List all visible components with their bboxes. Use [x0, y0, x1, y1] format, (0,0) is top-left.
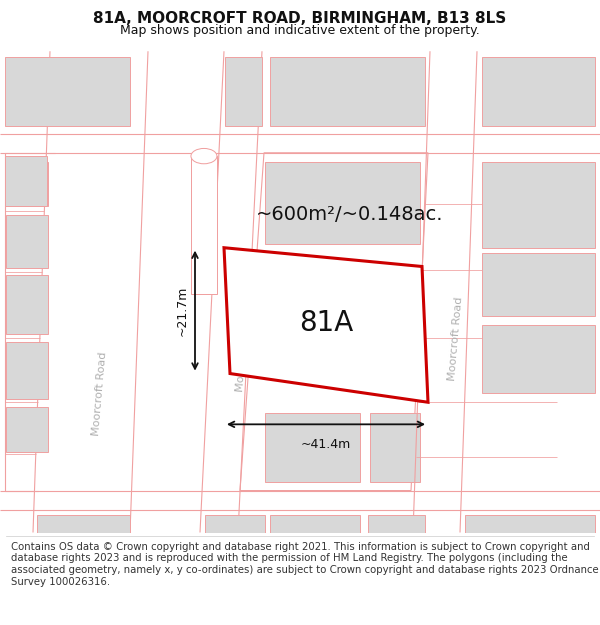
Polygon shape — [6, 276, 48, 334]
Text: ~41.4m: ~41.4m — [301, 438, 351, 451]
Polygon shape — [265, 162, 420, 244]
Polygon shape — [370, 413, 420, 482]
Text: Map shows position and indicative extent of the property.: Map shows position and indicative extent… — [120, 24, 480, 37]
Ellipse shape — [191, 149, 217, 164]
Polygon shape — [5, 57, 130, 126]
Text: Moorcroft Road: Moorcroft Road — [91, 351, 109, 436]
Text: ~600m²/~0.148ac.: ~600m²/~0.148ac. — [256, 205, 444, 224]
Polygon shape — [5, 156, 47, 206]
Polygon shape — [482, 162, 595, 248]
Text: 81A: 81A — [299, 309, 353, 336]
Polygon shape — [6, 407, 48, 452]
Polygon shape — [270, 57, 425, 126]
Polygon shape — [482, 57, 595, 126]
Polygon shape — [225, 57, 262, 126]
Polygon shape — [191, 156, 217, 294]
Polygon shape — [465, 515, 595, 581]
Polygon shape — [6, 162, 48, 206]
Text: Moorcroft Road: Moorcroft Road — [235, 307, 253, 392]
Polygon shape — [482, 325, 595, 393]
Polygon shape — [240, 152, 428, 491]
Polygon shape — [6, 214, 48, 268]
Text: 81A, MOORCROFT ROAD, BIRMINGHAM, B13 8LS: 81A, MOORCROFT ROAD, BIRMINGHAM, B13 8LS — [94, 11, 506, 26]
Polygon shape — [224, 248, 428, 402]
Polygon shape — [482, 253, 595, 316]
Polygon shape — [265, 413, 360, 482]
Text: Moorcroft Road: Moorcroft Road — [448, 296, 464, 381]
Polygon shape — [270, 515, 360, 581]
Polygon shape — [37, 515, 130, 581]
Text: ~21.7m: ~21.7m — [176, 286, 189, 336]
Text: Contains OS data © Crown copyright and database right 2021. This information is : Contains OS data © Crown copyright and d… — [11, 542, 598, 586]
Polygon shape — [205, 515, 265, 581]
Polygon shape — [6, 341, 48, 399]
Polygon shape — [368, 515, 425, 581]
